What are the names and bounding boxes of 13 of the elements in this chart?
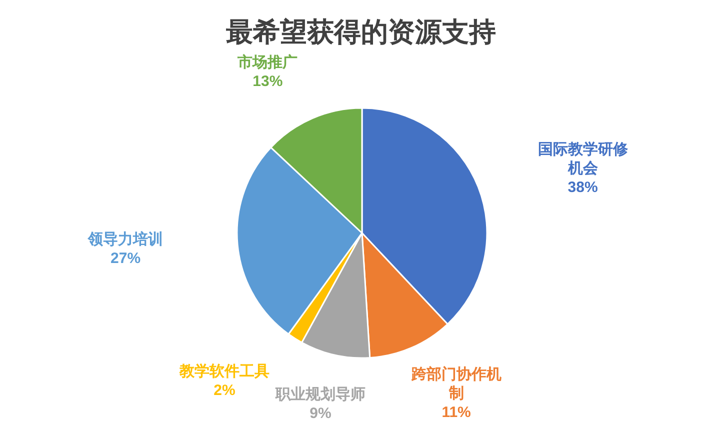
data-label: 27% [110, 249, 142, 268]
data-label: 13% [252, 72, 284, 92]
slice-label: 职业规划导师 [275, 384, 366, 404]
slice-label: 跨部门协作机制 [410, 365, 502, 404]
data-label: 11% [440, 403, 472, 422]
data-label: 38% [566, 178, 599, 198]
slice-label: 国际教学研修机会 [536, 140, 629, 178]
chart-title: 最希望获得的资源支持 [225, 16, 497, 49]
data-label: 2% [212, 380, 236, 400]
slice-label: 领导力培训 [88, 230, 164, 250]
slice-label: 市场推广 [238, 53, 298, 72]
slice-label: 教学软件工具 [179, 362, 270, 381]
data-label: 9% [308, 404, 332, 423]
